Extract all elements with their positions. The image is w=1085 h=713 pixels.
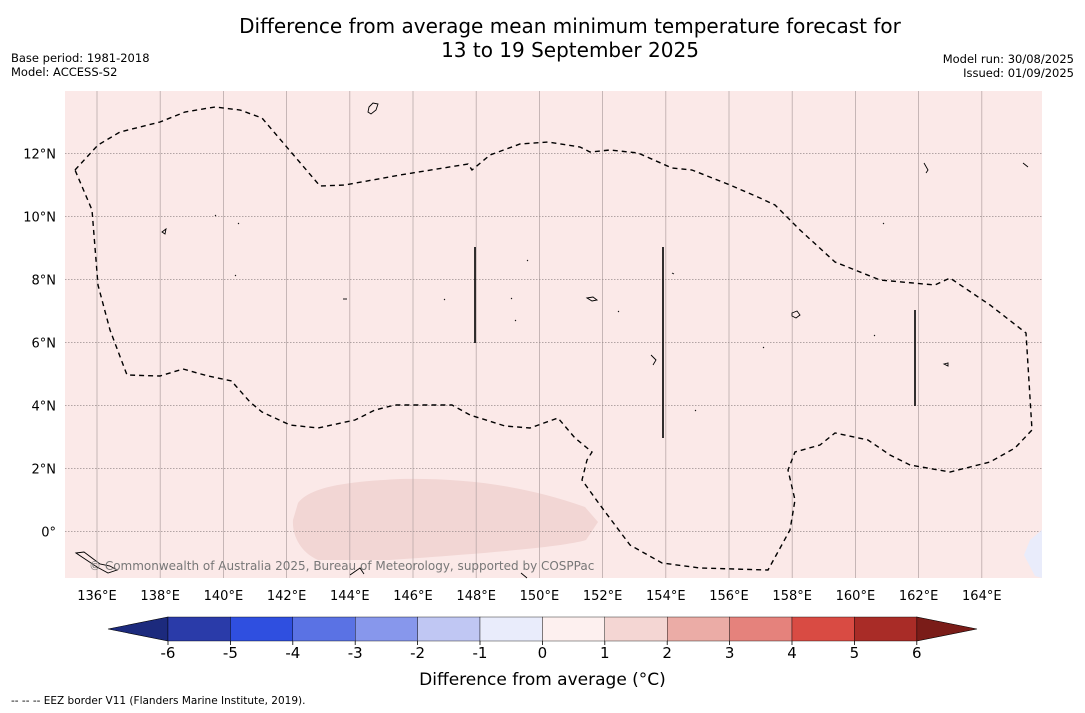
island-dot-14: [694, 409, 697, 412]
longitude-label: 150°E: [520, 589, 560, 604]
colorbar-segment: [791, 616, 855, 642]
chart-title: Difference from average mean minimum tem…: [0, 14, 1085, 62]
colorbar-segment: [479, 616, 543, 642]
island-dot-10: [510, 297, 513, 300]
latitude-label: 6°N: [32, 337, 57, 352]
longitude-label: 140°E: [204, 589, 244, 604]
latitude-label: 10°N: [23, 211, 56, 226]
island-png-south: [349, 567, 365, 576]
island-kosrae: [942, 362, 949, 367]
colorbar-tick-label: -6: [161, 644, 176, 662]
longitude-label: 162°E: [899, 589, 939, 604]
longitude-label: 136°E: [77, 589, 117, 604]
vertical-boundary-lines: [474, 247, 916, 438]
island-dot-12: [514, 319, 517, 322]
colorbar-segment: [167, 616, 231, 642]
longitude-label: 148°E: [456, 589, 496, 604]
colorbar-tick-label: 3: [725, 644, 735, 662]
latitude-label: 0°: [41, 526, 56, 541]
latitude-label: 12°N: [23, 148, 56, 163]
longitude-label: 152°E: [583, 589, 623, 604]
colorbar-tick-label: -4: [285, 644, 300, 662]
longitude-label: 156°E: [709, 589, 749, 604]
gridlines: [65, 91, 1042, 578]
island-pohnpei: [791, 310, 801, 319]
islands: [74, 102, 1042, 579]
colorbar-tick-label: 6: [912, 644, 922, 662]
eez-border: [74, 106, 1033, 571]
base-period: Base period: 1981-2018: [11, 51, 150, 65]
colorbar-segment: [417, 616, 481, 642]
longitude-label: 142°E: [267, 589, 307, 604]
island-dot-13: [617, 310, 620, 313]
longitude-label: 160°E: [836, 589, 876, 604]
island-yap: [161, 227, 167, 235]
eez-legend-note: -- -- -- EEZ border V11 (Flanders Marine…: [11, 695, 306, 707]
colorbar-tick-label: 5: [850, 644, 860, 662]
colorbar-tick-label: -2: [410, 644, 425, 662]
colorbar-segment: [667, 616, 730, 642]
island-dot-7: [234, 274, 237, 277]
longitude-labels: 136°E 138°E 140°E 142°E 144°E 146°E 148°E 150°E…: [77, 589, 1001, 604]
map-background: [65, 91, 1042, 578]
island-dot-3: [923, 162, 929, 174]
model-name: Model: ACCESS-S2: [11, 65, 118, 79]
colorbar-segment: [604, 616, 668, 642]
latitude-label: 4°N: [32, 400, 57, 415]
island-png-southeast: [520, 572, 528, 579]
anomaly-area: [292, 478, 598, 560]
colorbar-segment: [292, 616, 356, 642]
island-dot-4: [1022, 162, 1029, 168]
title-line-1: Difference from average mean minimum tem…: [239, 14, 901, 38]
island-dot-9: [443, 298, 446, 301]
map-panel: © Commonwealth of Australia 2025, Bureau…: [65, 91, 1042, 579]
colorbar-tick-label: -1: [473, 644, 488, 662]
longitude-label: 138°E: [140, 589, 180, 604]
issued-date: Issued: 01/09/2025: [963, 66, 1074, 80]
island-dot-5: [214, 214, 217, 217]
longitude-label: 164°E: [962, 589, 1002, 604]
copyright-note: © Commonwealth of Australia 2025, Bureau…: [89, 559, 594, 573]
island-dot-15: [762, 346, 765, 349]
colorbar-tick-label: 1: [600, 644, 610, 662]
latitude-label: 2°N: [32, 463, 57, 478]
island-dot-17: [882, 222, 885, 225]
island-dot-16: [873, 334, 876, 337]
island-guam: [367, 102, 379, 115]
latitude-label: 8°N: [32, 274, 57, 289]
colorbar-high-extend: [916, 616, 978, 642]
colorbar-low-extend: [107, 616, 169, 642]
colorbar-segment: [854, 616, 918, 642]
cold-patch-east: [1024, 530, 1042, 578]
island-dot-2: [650, 354, 657, 366]
longitude-label: 154°E: [646, 589, 686, 604]
title-line-2: 13 to 19 September 2025: [441, 38, 699, 62]
colorbar-segment: [355, 616, 418, 642]
longitude-label: 158°E: [772, 589, 812, 604]
model-run: Model run: 30/08/2025: [942, 52, 1074, 66]
longitude-label: 144°E: [330, 589, 370, 604]
colorbar-tick-label: -5: [223, 644, 238, 662]
colorbar-tick-label: 2: [662, 644, 672, 662]
island-dot-1: [671, 272, 675, 275]
colorbar-label: Difference from average (°C): [419, 670, 666, 690]
island-dot-11: [526, 259, 529, 262]
island-dot-6: [237, 222, 240, 225]
colorbar-segment: [729, 616, 793, 642]
colorbar-tick-label: 4: [787, 644, 797, 662]
latitude-labels: 12°N 10°N 8°N 6°N 4°N 2°N 0°: [23, 148, 56, 541]
colorbar-tick-label: -3: [348, 644, 363, 662]
island-png-west: [74, 551, 119, 574]
colorbar-tick-label: 0: [538, 644, 548, 662]
meta-right: Model run: 30/08/2025 Issued: 01/09/2025: [943, 52, 1074, 80]
colorbar-segment: [542, 616, 606, 642]
island-chuuk: [585, 296, 599, 302]
meta-left: Base period: 1981-2018 Model: ACCESS-S2: [11, 51, 150, 79]
colorbar-segment: [230, 616, 293, 642]
longitude-label: 146°E: [393, 589, 433, 604]
colorbar: -6 -5 -4 -3 -2 -1 0 1 2 3 4 5 6: [107, 616, 978, 662]
